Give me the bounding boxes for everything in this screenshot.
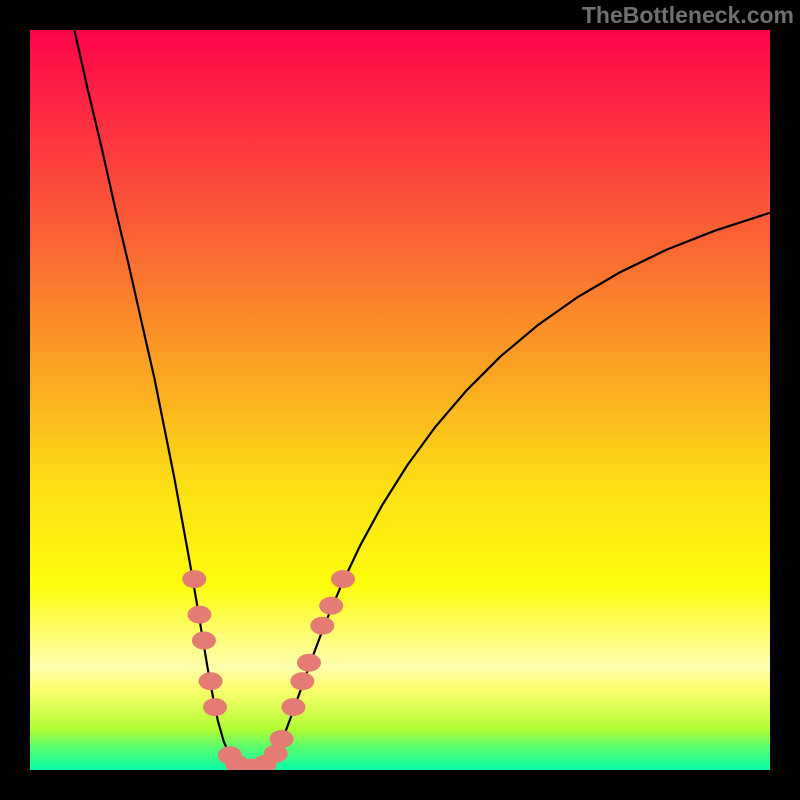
curve-marker	[182, 570, 206, 588]
gradient-background	[30, 30, 770, 770]
curve-marker	[203, 698, 227, 716]
chart-svg	[30, 30, 770, 770]
plot-area	[30, 30, 770, 770]
curve-marker	[270, 730, 294, 748]
curve-marker	[331, 570, 355, 588]
curve-marker	[297, 654, 321, 672]
curve-marker	[199, 672, 223, 690]
chart-outer-frame: TheBottleneck.com	[0, 0, 800, 800]
curve-marker	[310, 617, 334, 635]
curve-marker	[290, 672, 314, 690]
watermark-text: TheBottleneck.com	[582, 2, 794, 29]
curve-marker	[192, 632, 216, 650]
curve-marker	[281, 698, 305, 716]
curve-marker	[187, 606, 211, 624]
curve-marker	[319, 597, 343, 615]
